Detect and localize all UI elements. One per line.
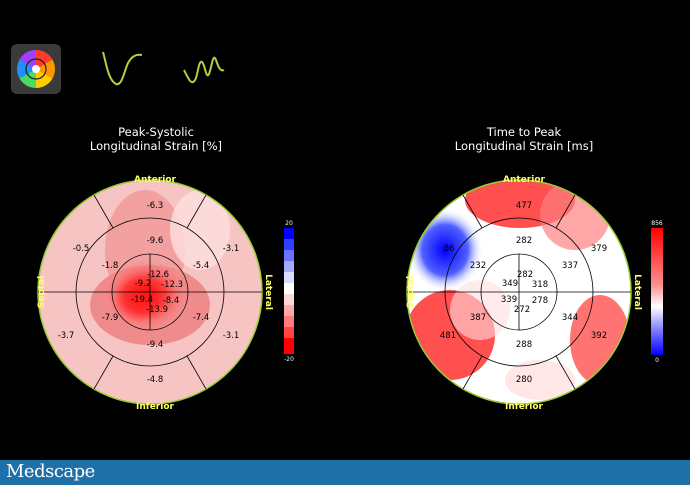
right-basal-inferolateral: 392: [591, 331, 607, 341]
right-mid-inferolateral: 344: [562, 313, 578, 323]
left-label-septal: Septal: [37, 276, 47, 309]
left-basal-anterior: -6.3: [147, 201, 164, 211]
left-color-scale: [284, 228, 294, 354]
right-mid-anterolateral: 337: [562, 261, 578, 271]
left-basal-inferolateral: -3.1: [223, 331, 240, 341]
right-apical-septal: 349: [502, 279, 518, 289]
left-mid-inferolateral: -7.4: [193, 313, 210, 323]
right-basal-inferior: 280: [516, 375, 532, 385]
right-title-line2: Longitudinal Strain [ms]: [455, 139, 593, 153]
left-scale-min: -20: [284, 356, 294, 363]
left-basal-anteroseptal: -0.5: [73, 244, 90, 254]
left-basal-inferior: -4.8: [147, 375, 164, 385]
right-label-septal: Septal: [406, 276, 416, 309]
left-basal-inferoseptal: -3.7: [58, 331, 75, 341]
left-apical-lateral: -12.3: [161, 280, 183, 290]
right-mid-anterior: 282: [516, 236, 532, 246]
right-scale-max: 856: [651, 220, 663, 227]
left-mid-anterior: -9.6: [147, 236, 164, 246]
footer-bar: Medscape: [0, 460, 690, 485]
right-mid-anteroseptal: 232: [470, 261, 486, 271]
left-bullseye[interactable]: [38, 180, 262, 404]
right-label-anterior: Anterior: [503, 175, 545, 185]
left-label-inferior: Inferior: [136, 402, 174, 412]
right-label-lateral: Lateral: [632, 274, 642, 310]
right-label-inferior: Inferior: [505, 402, 543, 412]
time-curve-icon[interactable]: [184, 58, 224, 83]
left-title-line1: Peak-Systolic: [118, 125, 194, 139]
left-basal-anterolateral: -3.1: [223, 244, 240, 254]
left-apical-inferior: -13.9: [146, 305, 168, 315]
right-mid-inferior: 288: [516, 340, 532, 350]
right-apical-lateral: 318: [532, 280, 548, 290]
left-mid-inferior: -9.4: [147, 340, 164, 350]
left-scale-max: 20: [285, 220, 293, 227]
left-mid-inferoseptal: -7.9: [102, 313, 119, 323]
right-apical-inferoseptal: 339: [501, 295, 517, 305]
right-basal-inferoseptal: 481: [440, 331, 456, 341]
right-apical-inferolateral: 278: [532, 296, 548, 306]
right-title-line1: Time to Peak: [486, 125, 562, 139]
left-label-anterior: Anterior: [134, 175, 176, 185]
right-apical-inferior: 272: [514, 305, 530, 315]
left-title-line2: Longitudinal Strain [%]: [90, 139, 222, 153]
left-mid-anterolateral: -5.4: [193, 261, 210, 271]
right-basal-anterolateral: 379: [591, 244, 607, 254]
strain-curve-icon[interactable]: [103, 52, 142, 84]
left-apical-septal: -9.2: [135, 279, 152, 289]
left-label-lateral: Lateral: [263, 274, 273, 310]
left-mid-anteroseptal: -1.8: [102, 261, 119, 271]
right-mid-inferoseptal: 387: [470, 313, 486, 323]
medscape-logo[interactable]: Medscape: [6, 461, 95, 482]
left-apical-inferoseptal: -19.4: [131, 295, 153, 305]
right-basal-anteroseptal: 86: [444, 244, 455, 254]
right-apical-anterior: 282: [517, 270, 533, 280]
right-color-scale: [651, 228, 663, 355]
right-basal-anterior: 477: [516, 201, 532, 211]
right-scale-min: 0: [655, 357, 659, 364]
